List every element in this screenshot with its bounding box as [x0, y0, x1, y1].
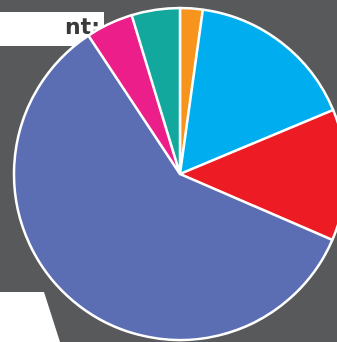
pie-slice-6 [130, 6, 182, 176]
pie-slice-4 [12, 34, 334, 342]
pie-slice-2 [178, 8, 335, 176]
pie-slice-3 [178, 108, 337, 242]
